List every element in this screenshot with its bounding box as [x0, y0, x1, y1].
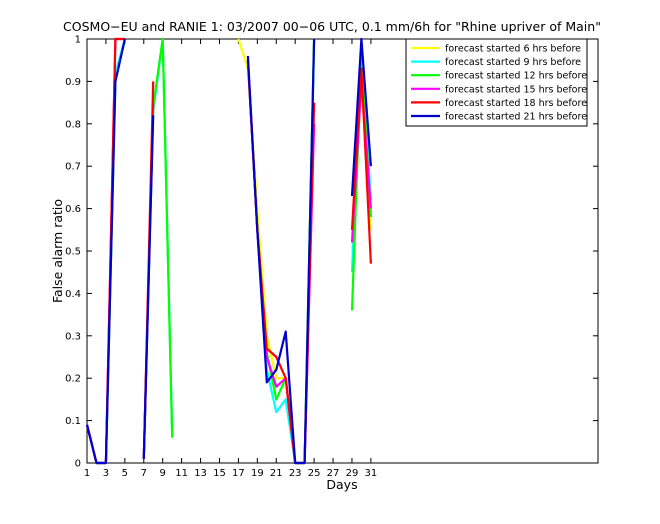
- legend-label: forecast started 9 hrs before: [445, 57, 581, 68]
- legend-label: forecast started 12 hrs before: [445, 71, 587, 82]
- x-axis-label: Days: [326, 477, 357, 492]
- y-tick-label: 0.6: [65, 204, 81, 215]
- series-line: [350, 67, 372, 264]
- x-tick-label: 23: [289, 468, 302, 479]
- y-tick-label: 1: [75, 35, 81, 46]
- series-line: [142, 115, 155, 459]
- series-lines: [85, 37, 372, 465]
- x-tick-label: 13: [194, 468, 207, 479]
- x-tick-label: 27: [327, 468, 340, 479]
- y-tick-label: 0: [75, 459, 81, 470]
- x-tick-label: 21: [270, 468, 283, 479]
- series-line: [246, 38, 316, 465]
- y-tick-label: 0.7: [65, 162, 81, 173]
- y-tick-label: 0.5: [65, 247, 81, 258]
- y-tick-label: 0.3: [65, 331, 81, 342]
- y-tick-label: 0.2: [65, 374, 81, 385]
- y-tick-label: 0.1: [65, 416, 81, 427]
- legend-label: forecast started 18 hrs before: [445, 98, 587, 109]
- x-tick-label: 3: [103, 468, 109, 479]
- x-tick-label: 1: [84, 468, 90, 479]
- x-tick-label: 5: [122, 468, 128, 479]
- legend-items: forecast started 6 hrs before forecast st…: [411, 44, 587, 123]
- y-tick-label: 0.8: [65, 119, 81, 130]
- legend-label: forecast started 21 hrs before: [445, 112, 587, 123]
- x-tick-label: 9: [160, 468, 166, 479]
- x-tick-label: 31: [365, 468, 378, 479]
- x-tick-label: 7: [141, 468, 147, 479]
- y-axis-ticks: 0 0.1 0.2 0.3 0.4 0.5 0.6 0.7 0.8 0.9 1: [65, 35, 598, 470]
- y-tick-label: 0.4: [65, 289, 81, 300]
- series-line: [85, 38, 126, 465]
- x-axis-ticks: 1 3 5 7 9 11 13 15 17 19 21 23 25 27 29 31: [84, 39, 377, 479]
- x-tick-label: 15: [213, 468, 226, 479]
- x-tick-label: 17: [232, 468, 245, 479]
- x-tick-label: 11: [175, 468, 188, 479]
- x-tick-label: 29: [346, 468, 359, 479]
- y-axis-label: False alarm ratio: [50, 199, 65, 303]
- chart-title: COSMO−EU and RANIE 1: 03/2007 00−06 UTC,…: [63, 19, 601, 34]
- x-tick-label: 25: [308, 468, 321, 479]
- legend-label: forecast started 15 hrs before: [445, 84, 587, 95]
- legend-label: forecast started 6 hrs before: [445, 44, 581, 55]
- legend: forecast started 6 hrs before forecast st…: [405, 38, 588, 127]
- y-tick-label: 0.9: [65, 77, 81, 88]
- series-line: [350, 37, 372, 196]
- x-tick-label: 19: [251, 468, 264, 479]
- legend-box: [405, 38, 588, 127]
